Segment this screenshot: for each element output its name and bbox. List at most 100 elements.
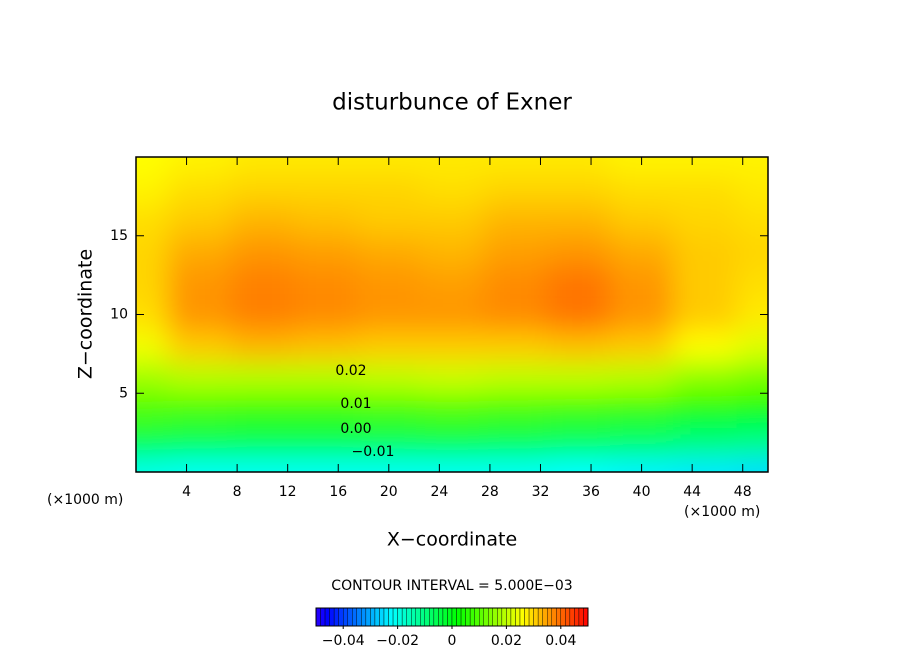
field-cell [546,456,611,472]
field-cell [483,235,548,268]
colorbar-cell [365,607,371,627]
field-cell [357,235,421,268]
colorbar-cell [551,607,557,627]
field-cell [136,393,169,426]
colorbar-cell [497,607,503,627]
x-axis-label: X−coordinate [387,529,517,551]
contour-label: 0.02 [335,363,366,379]
field-cell [294,393,358,426]
field-cell [420,235,485,268]
field-cell [230,424,295,457]
colorbar-tick-label: −0.04 [322,633,365,649]
colorbar-cell [420,607,425,627]
field-cell [167,204,232,237]
colorbar-cell [479,607,484,627]
colorbar-cell [347,607,353,627]
colorbar-cell [429,607,435,627]
colorbar-cell [524,607,530,627]
field-cell [294,330,358,363]
field-cell [546,172,611,205]
field-cell [736,157,768,174]
colorbar-cell [465,607,471,627]
field-cell [483,424,548,457]
colorbar-cell [451,607,457,627]
field-cell [136,330,169,363]
field-cell [546,157,611,174]
colorbar-cell [533,607,539,627]
field-cell [167,267,232,300]
colorbar-cell [447,607,453,627]
colorbar-tick-label: 0.02 [491,633,522,649]
x-tick-label: 28 [481,484,499,500]
field-cell [357,393,421,426]
field-cell [483,267,548,300]
field-cell [357,204,421,237]
field-cell [736,235,768,268]
field-cell [294,172,358,205]
contour-interval: CONTOUR INTERVAL = 5.000E−03 [331,578,572,594]
colorbar-cell [501,607,507,627]
field-cell [420,267,485,300]
field-cell [136,456,169,472]
field-cell [736,330,768,363]
field-cell [420,172,485,205]
field-cell [167,361,232,394]
field-cell [546,267,611,300]
field-cell [673,330,737,363]
field-cell [610,235,674,268]
colorbar-cell [406,607,412,627]
field-cell [136,204,169,237]
field-cell [483,393,548,426]
field-cell [167,330,232,363]
field-cell [230,204,295,237]
overlay: 0.020.010.00−0.014 8 12 16 20 24 28 32 36 40 44 485… [110,156,769,649]
colorbar-cell [415,607,421,627]
field-cell [136,172,169,205]
field-cell [230,298,295,331]
field-cell [673,204,737,237]
y-tick-label: 15 [110,228,128,244]
field-cell [167,235,232,268]
field-cell [357,361,421,394]
field-cell [546,424,611,457]
field-cell [673,157,737,174]
field-cell [357,157,421,174]
field-cell [483,456,548,472]
field-cell [610,267,674,300]
contour-label: 0.01 [340,396,371,412]
field-cell [673,393,737,426]
colorbar-cell [483,607,489,627]
field-cell [294,267,358,300]
colorbar-cell [370,607,376,627]
field-cell [610,298,674,331]
contour-label: 0.00 [340,421,371,437]
colorbar-cell [537,607,543,627]
field-cell [357,330,421,363]
x-tick-label: 32 [532,484,550,500]
field-cell [610,424,674,457]
colorbar-cell [547,607,552,627]
field-cell [230,456,295,472]
field-cell [610,361,674,394]
field-cell [673,298,737,331]
field-cell [420,157,485,174]
field-cell [610,393,674,426]
field-cell [673,424,737,457]
field-cell [420,393,485,426]
colorbar-cell [411,607,416,627]
colorbar-cell [333,607,339,627]
chart-title: disturbunce of Exner [332,90,572,116]
field-cell [546,204,611,237]
field-cell [357,298,421,331]
colorbar-cell [343,607,348,627]
colorbar-cell [438,607,444,627]
field-cell [610,204,674,237]
colorbar-cell [374,607,380,627]
field-cell [136,157,169,174]
colorbar-cell [383,607,389,627]
colorbar-cell [442,607,448,627]
field-cell [546,393,611,426]
field-cell [230,267,295,300]
colorbar-cell [583,607,589,627]
